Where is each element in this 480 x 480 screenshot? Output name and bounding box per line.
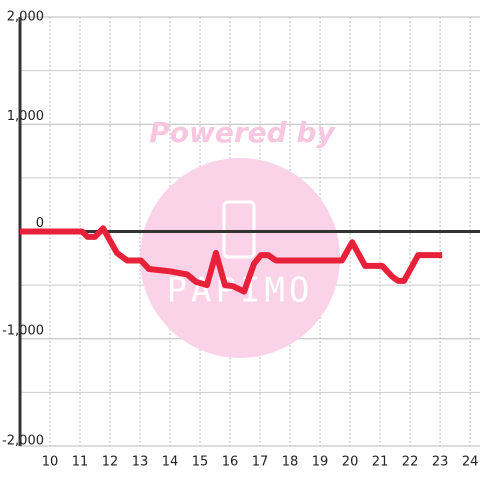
x-tick-label: 14 [162,455,179,470]
x-tick-label: 22 [402,455,419,470]
x-tick-label: 19 [312,455,329,470]
x-tick-label: 18 [282,455,299,470]
data-line [20,225,443,295]
y-tick-label: -1,000 [2,323,44,338]
y-tick-label: 1,000 [7,109,44,124]
x-tick-label: 13 [132,455,149,470]
x-tick-label: 12 [102,455,119,470]
x-tick-label: 21 [372,455,389,470]
watermark-icon [222,200,256,259]
y-tick-label: -2,000 [2,434,44,449]
x-tick-label: 16 [222,455,239,470]
x-tick-label: 20 [342,455,359,470]
watermark-text: Powered by [149,116,336,149]
x-tick-label: 24 [462,455,479,470]
x-tick-label: 15 [192,455,209,470]
x-tick-label: 17 [252,455,269,470]
y-tick-label: 2,000 [7,10,44,25]
y-tick-label: 0 [36,216,44,231]
x-tick-label: 11 [72,455,89,470]
x-tick-label: 10 [42,455,59,470]
x-tick-label: 23 [432,455,449,470]
